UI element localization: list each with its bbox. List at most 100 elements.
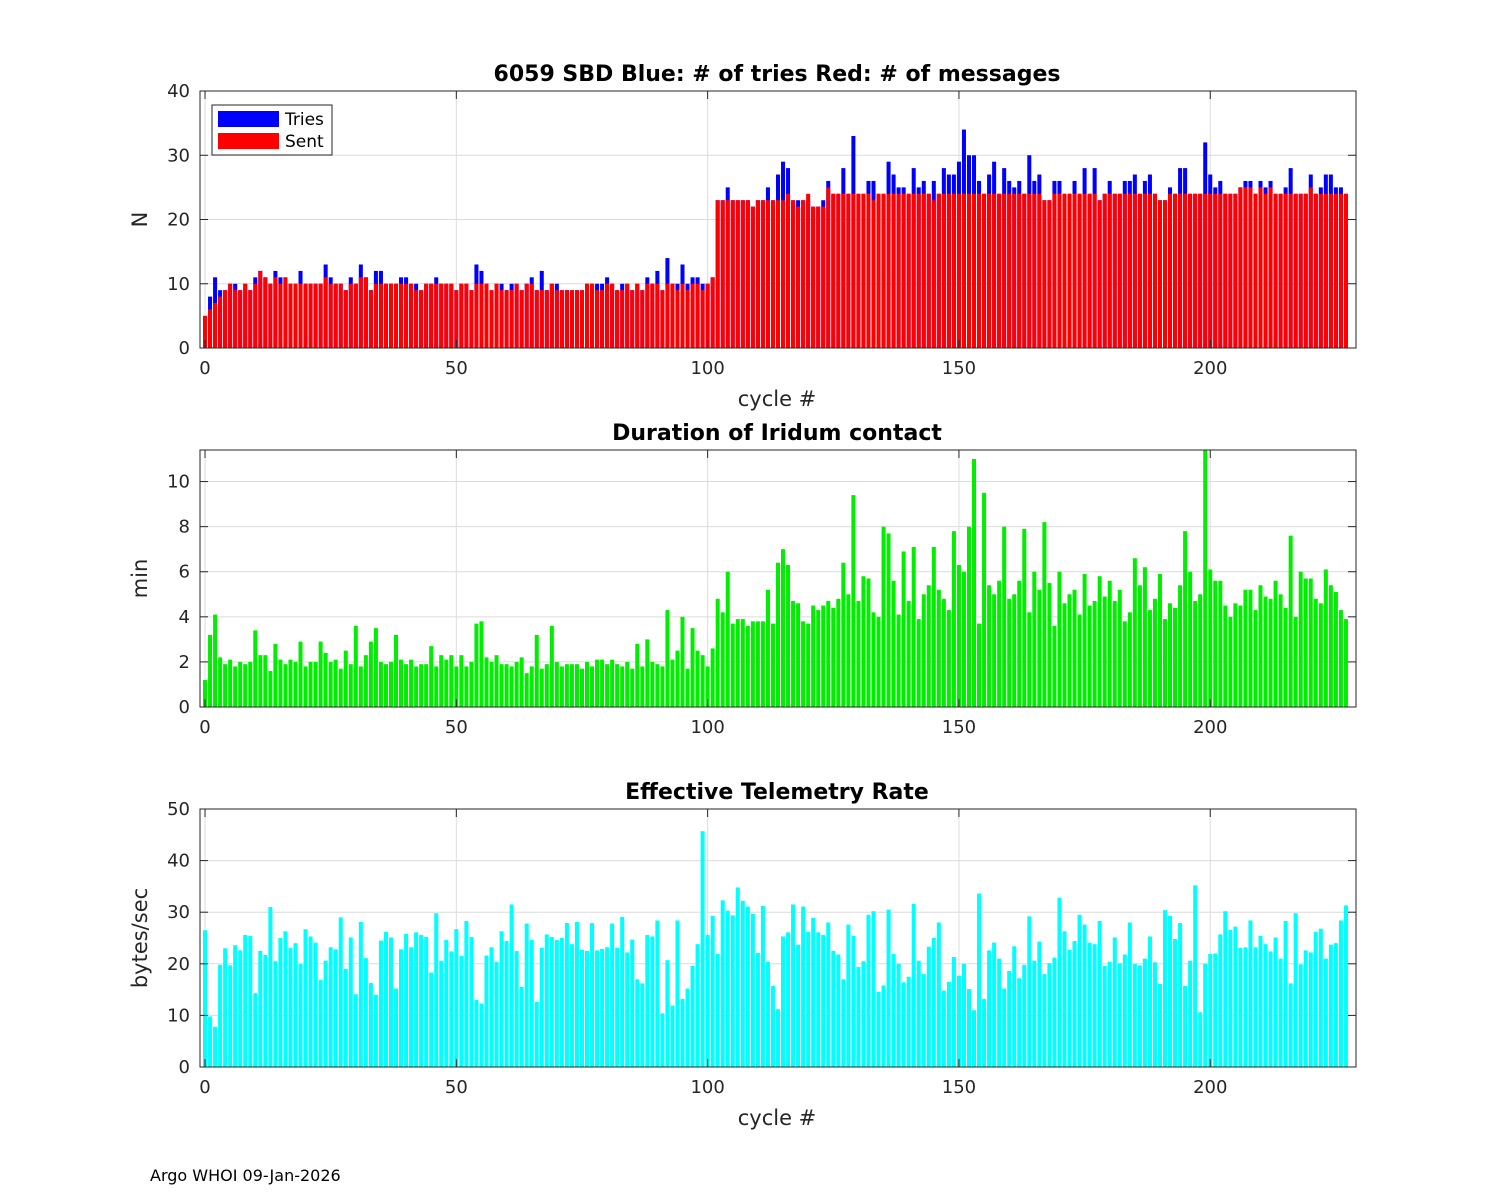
x-tick-label: 200: [1193, 717, 1227, 738]
duration-bar-duration: [720, 612, 725, 707]
rate-bar-rate: [203, 930, 208, 1067]
rate-bar-rate: [1173, 939, 1178, 1067]
rate-bar-rate: [1318, 928, 1323, 1067]
rate-bar-rate: [574, 922, 579, 1067]
tries-bar-sent: [826, 187, 831, 349]
rate-bar-rate: [409, 947, 414, 1067]
tries-bar-sent: [434, 283, 439, 348]
duration-bar-duration: [1228, 616, 1233, 707]
tries-bar-sent: [605, 283, 610, 348]
tries-bar-sent: [283, 277, 288, 348]
tries-bar-sent: [1147, 193, 1152, 348]
rate-bar-rate: [615, 947, 620, 1067]
rate-bar-rate: [987, 950, 992, 1067]
tries-bar-sent: [313, 283, 318, 348]
rate-bar-rate: [509, 904, 514, 1067]
rate-bar-rate: [539, 947, 544, 1067]
tries-bar-sent: [373, 283, 378, 348]
tries-bar-sent: [554, 290, 559, 348]
duration-bar-duration: [529, 666, 534, 707]
tries-bar-sent: [1273, 193, 1278, 348]
rate-y-axis-label: bytes/sec: [128, 888, 152, 988]
duration-bar-duration: [1112, 601, 1117, 707]
tries-bar-sent: [1258, 187, 1263, 349]
rate-bar-rate: [966, 989, 971, 1067]
rate-bar-rate: [796, 944, 801, 1067]
tries-bar-sent: [1168, 193, 1173, 348]
tries-bar-sent: [368, 290, 373, 348]
duration-bar-duration: [1132, 558, 1137, 707]
rate-bar-rate: [775, 1009, 781, 1067]
tries-bar-sent: [1208, 193, 1213, 348]
duration-y-axis-label: min: [128, 559, 152, 599]
tries-bar-sent: [901, 193, 906, 348]
x-tick-label: 50: [445, 1077, 468, 1098]
tries-bar-sent: [765, 200, 770, 348]
tries-bar-sent: [881, 193, 886, 348]
duration-bar-duration: [1097, 576, 1102, 707]
duration-bar-duration: [816, 610, 821, 707]
duration-bar-duration: [1012, 594, 1017, 707]
duration-bar-duration: [982, 492, 987, 707]
duration-bar-duration: [253, 630, 258, 707]
tries-bar-sent: [574, 290, 579, 348]
rate-bar-rate: [263, 955, 268, 1067]
duration-bar-duration: [1168, 603, 1173, 707]
duration-bar-duration: [1333, 592, 1338, 707]
duration-bar-duration: [1002, 526, 1007, 707]
tries-bar-sent: [534, 290, 539, 348]
rate-bar-rate: [750, 913, 755, 1067]
duration-bar-duration: [730, 623, 735, 707]
footer-credit: Argo WHOI 09-Jan-2026: [150, 1166, 341, 1185]
x-tick-label: 200: [1193, 358, 1227, 379]
rate-bar-rate: [1303, 950, 1308, 1067]
tries-bar-sent: [821, 206, 826, 348]
rate-bar-rate: [921, 974, 926, 1067]
tries-bar-sent: [213, 303, 218, 348]
rate-bar-rate: [635, 979, 640, 1067]
rate-bar-rate: [610, 923, 615, 1067]
rate-bar-rate: [419, 934, 424, 1067]
tries-bar-sent: [645, 283, 650, 348]
tries-bar-sent: [409, 283, 414, 348]
tries-bar-sent: [961, 193, 966, 348]
duration-bar-duration: [1298, 571, 1303, 707]
tries-bar-sent: [449, 283, 454, 348]
duration-bar-duration: [348, 664, 353, 707]
telemetry-rate-panel: Effective Telemetry Rate 0 50 100 150 200 0 10…: [128, 780, 1357, 1130]
rate-plot-frame: [199, 808, 1357, 1068]
tries-bar-sent: [911, 193, 916, 348]
rate-bar-rate: [1057, 897, 1062, 1067]
duration-bar-duration: [298, 641, 303, 707]
rate-bar-rate: [504, 941, 509, 1067]
tries-bar-sent: [338, 283, 343, 348]
y-tick-label: 20: [167, 954, 190, 975]
tries-bar-sent: [1303, 193, 1308, 348]
duration-bar-duration: [419, 664, 424, 707]
rate-bar-rate: [826, 922, 831, 1067]
tries-bar-sent: [1052, 193, 1057, 348]
duration-bar-duration: [801, 621, 806, 707]
duration-bar-duration: [303, 666, 308, 707]
rate-bar-rate: [1258, 935, 1263, 1067]
duration-bar-duration: [1338, 610, 1343, 707]
rate-bar-rate: [564, 923, 569, 1067]
duration-bar-duration: [399, 659, 404, 707]
tries-bar-sent: [1213, 193, 1218, 348]
rate-bar-rate: [318, 979, 323, 1067]
rate-bar-rate: [675, 920, 680, 1067]
rate-bar-rate: [600, 948, 605, 1067]
tries-bar-sent: [655, 283, 660, 348]
rate-bar-rate: [1107, 961, 1112, 1067]
tries-messages-panel: 6059 SBD Blue: # of tries Red: # of mess…: [128, 62, 1357, 411]
tries-x-axis-label: cycle #: [738, 387, 817, 411]
rate-bar-rate: [208, 1016, 213, 1067]
tries-bar-sent: [1198, 193, 1203, 348]
tries-bar-sent: [1228, 193, 1233, 348]
tries-bar-sent: [816, 206, 821, 348]
tries-bar-sent: [906, 193, 911, 348]
x-tick-label: 100: [690, 1077, 724, 1098]
rate-bar-rate: [1137, 965, 1142, 1067]
tries-bar-sent: [585, 283, 590, 348]
tries-bar-sent: [1243, 187, 1248, 349]
